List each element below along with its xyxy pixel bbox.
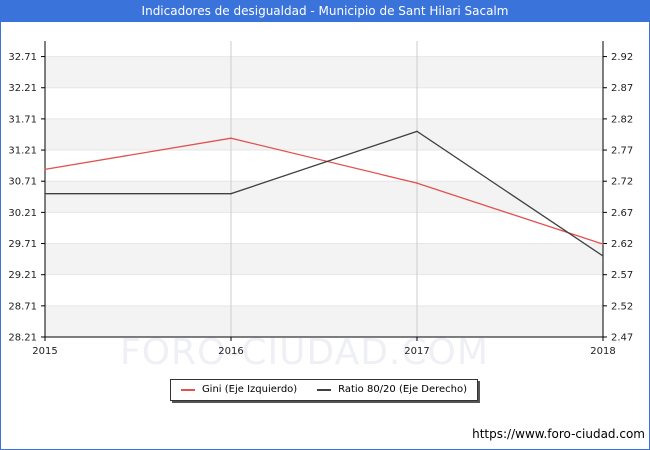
left-tick-label: 30.71 bbox=[8, 177, 37, 188]
legend-label-ratio: Ratio 80/20 (Eje Derecho) bbox=[338, 384, 468, 395]
grid-lines bbox=[45, 41, 603, 338]
right-tick-label: 2.57 bbox=[611, 270, 633, 281]
left-tick-label: 29.21 bbox=[8, 270, 37, 281]
left-tick-label: 32.71 bbox=[8, 52, 37, 63]
legend-item-ratio: Ratio 80/20 (Eje Derecho) bbox=[317, 380, 467, 400]
left-tick-label: 31.71 bbox=[8, 114, 37, 125]
tick-labels: 32.71 32.21 31.71 31.21 30.71 30.21 29.71 29.21… bbox=[8, 52, 633, 357]
gini-swatch bbox=[180, 389, 195, 391]
data-point-gini bbox=[44, 168, 46, 171]
data-point-gini bbox=[416, 182, 418, 184]
watermark: FORO-CIUDAD.COM bbox=[120, 332, 489, 373]
legend: Gini (Eje Izquierdo) Ratio 80/20 (Eje De… bbox=[170, 379, 478, 401]
grid-bands bbox=[45, 56, 603, 337]
left-tick-label: 28.71 bbox=[8, 301, 37, 312]
right-tick-label: 2.87 bbox=[611, 83, 633, 94]
grid-band bbox=[45, 305, 603, 337]
chart-title: Indicadores de desigualdad - Municipio d… bbox=[0, 0, 650, 22]
data-point-gini bbox=[602, 243, 604, 245]
right-tick-label: 2.82 bbox=[611, 114, 633, 125]
x-tick-label: 2016 bbox=[218, 346, 243, 357]
series-lines bbox=[44, 130, 604, 257]
x-tick-label: 2017 bbox=[404, 346, 429, 357]
right-tick-label: 2.92 bbox=[611, 52, 633, 63]
grid-band bbox=[45, 118, 603, 151]
x-tick-label: 2018 bbox=[590, 346, 615, 357]
ratio-swatch bbox=[317, 389, 332, 391]
grid-band bbox=[45, 243, 603, 275]
series-line-gini bbox=[44, 137, 604, 245]
x-tick-label: 2015 bbox=[32, 346, 57, 357]
left-tick-label: 29.71 bbox=[8, 239, 37, 250]
left-tick-label: 30.21 bbox=[8, 208, 37, 219]
grid-band bbox=[45, 181, 603, 213]
source-url: https://www.foro-ciudad.com bbox=[472, 427, 645, 441]
left-tick-label: 28.21 bbox=[8, 333, 37, 344]
right-tick-label: 2.67 bbox=[611, 208, 633, 219]
legend-item-gini: Gini (Eje Izquierdo) bbox=[180, 380, 298, 400]
data-point-ratio bbox=[44, 192, 46, 195]
right-tick-label: 2.47 bbox=[611, 333, 633, 344]
left-tick-label: 32.21 bbox=[8, 83, 37, 94]
legend-label-gini: Gini (Eje Izquierdo) bbox=[201, 384, 298, 395]
left-tick-label: 31.21 bbox=[8, 146, 37, 157]
data-point-ratio bbox=[602, 255, 604, 257]
axes bbox=[41, 41, 607, 341]
right-tick-label: 2.77 bbox=[611, 146, 633, 157]
right-tick-label: 2.52 bbox=[611, 301, 633, 312]
right-tick-label: 2.72 bbox=[611, 177, 633, 188]
data-point-ratio bbox=[416, 130, 418, 133]
grid-band bbox=[45, 56, 603, 88]
data-point-gini bbox=[230, 137, 232, 140]
data-point-ratio bbox=[230, 192, 232, 195]
right-tick-label: 2.62 bbox=[611, 239, 633, 250]
series-line-ratio bbox=[45, 130, 604, 257]
